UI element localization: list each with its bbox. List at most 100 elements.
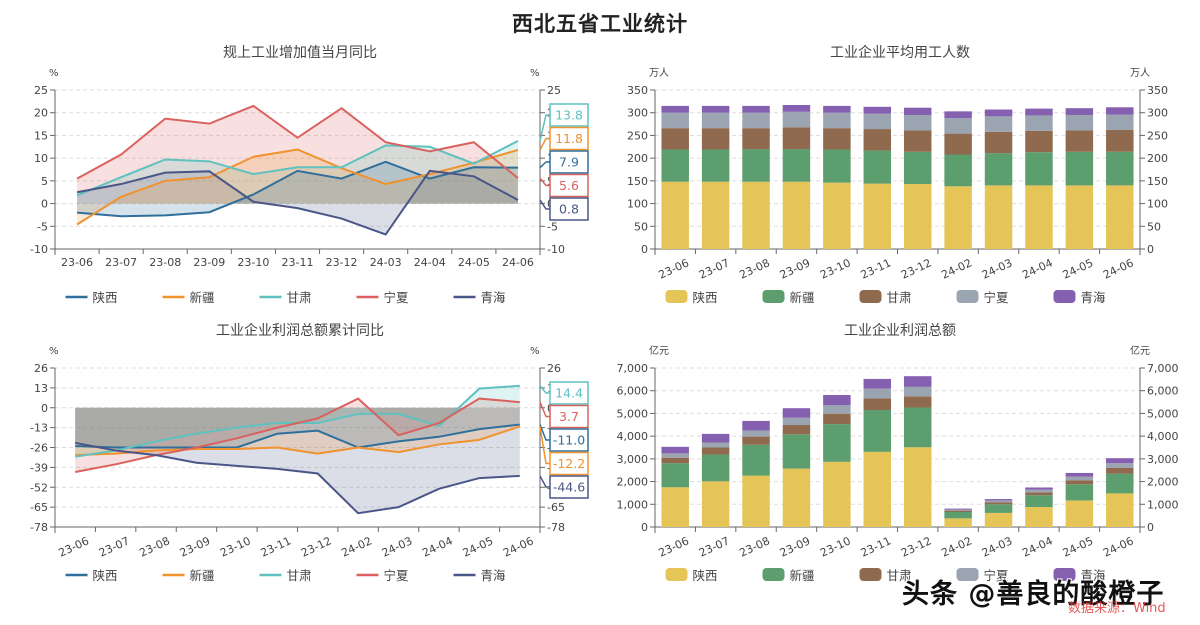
x-tick-label: 24-02 — [939, 534, 973, 559]
x-tick-label: 24-04 — [1020, 534, 1054, 559]
y-tick-label-left: -78 — [30, 521, 48, 534]
y-tick-label-right: 300 — [1147, 107, 1168, 120]
bar-宁夏 — [944, 509, 972, 511]
y-tick-label-left: -5 — [37, 220, 48, 233]
bar-宁夏 — [944, 118, 972, 134]
end-label-box — [549, 103, 589, 127]
x-tick-label: 23-12 — [326, 256, 358, 269]
bar-青海 — [944, 111, 972, 119]
y-tick-label-left: -10 — [30, 243, 48, 256]
x-tick-label: 24-05 — [1061, 256, 1095, 281]
bar-新疆 — [984, 504, 1013, 513]
bar-新疆 — [701, 454, 730, 482]
bar-青海 — [863, 106, 892, 114]
y-axis-left-unit: % — [49, 68, 59, 79]
bar-新疆 — [1065, 151, 1094, 186]
bar-宁夏 — [782, 417, 811, 426]
bar-甘肃 — [823, 128, 851, 150]
bar-陕西 — [1025, 507, 1053, 527]
y-tick-label-right: -65 — [547, 501, 565, 514]
x-tick-label: 24-03 — [380, 534, 414, 559]
bar-陕西 — [944, 518, 972, 527]
bar-新疆 — [701, 149, 730, 182]
y-tick-label-left: 25 — [34, 84, 48, 97]
y-tick-label-left: 15 — [34, 129, 48, 142]
legend-label-新疆: 新疆 — [190, 290, 215, 305]
bar-新疆 — [782, 434, 811, 469]
y-axis-right-unit: % — [530, 346, 540, 357]
y-tick-label-left: 3,000 — [617, 453, 649, 466]
x-tick-label: 24-05 — [1061, 534, 1095, 559]
bar-陕西 — [984, 185, 1013, 249]
legend-swatch-陕西 — [665, 568, 688, 581]
bar-新疆 — [661, 149, 689, 182]
bar-青海 — [701, 433, 730, 443]
bar-甘肃 — [661, 128, 689, 150]
y-tick-label-right: 7,000 — [1147, 362, 1179, 375]
y-tick-label-left: 0 — [641, 243, 648, 256]
bar-青海 — [1106, 458, 1134, 464]
data-source: 数据来源：Wind — [1068, 601, 1166, 616]
bar-宁夏 — [1025, 489, 1053, 493]
chart-title: 工业企业利润总额 — [844, 322, 956, 339]
end-label-box — [549, 404, 589, 429]
x-tick-label: 23-07 — [697, 534, 731, 559]
bar-陕西 — [742, 181, 770, 249]
line-新疆 — [76, 148, 519, 226]
bar-青海 — [984, 109, 1013, 117]
end-label-box — [549, 428, 589, 452]
x-tick-label: 23-10 — [818, 256, 852, 281]
x-tick-label: 23-08 — [737, 256, 771, 281]
bar-宁夏 — [742, 112, 770, 129]
bar-宁夏 — [1106, 114, 1134, 130]
end-label-leader — [539, 385, 550, 394]
y-tick-label-left: -39 — [30, 461, 48, 474]
x-tick-label: 23-09 — [178, 534, 212, 559]
bar-青海 — [823, 395, 851, 406]
line-青海 — [76, 169, 519, 236]
bar-青海 — [903, 376, 932, 387]
bar-新疆 — [823, 149, 851, 183]
y-axis-right-unit: 万人 — [1130, 67, 1150, 79]
bar-青海 — [701, 105, 730, 113]
y-tick-label-right: 150 — [1147, 175, 1168, 188]
x-tick-label: 23-11 — [259, 534, 293, 559]
legend-label-新疆: 新疆 — [190, 568, 215, 583]
legend-label-宁夏: 宁夏 — [984, 568, 1010, 583]
bar-甘肃 — [863, 398, 892, 411]
bar-宁夏 — [903, 386, 932, 397]
x-tick-label: 23-09 — [778, 256, 812, 281]
legend-swatch-甘肃 — [859, 290, 882, 303]
bar-甘肃 — [1025, 492, 1053, 496]
bar-新疆 — [863, 410, 892, 452]
x-tick-label: 23-08 — [137, 534, 171, 559]
y-tick-label-left: 150 — [627, 175, 648, 188]
bar-陕西 — [701, 481, 730, 527]
x-tick-label: 24-06 — [1101, 256, 1135, 281]
x-tick-label: 23-10 — [218, 534, 252, 559]
bar-宁夏 — [984, 116, 1013, 132]
x-tick-label: 23-12 — [899, 534, 933, 559]
bar-青海 — [661, 446, 689, 454]
end-label-leader — [539, 426, 550, 465]
end-label-box — [549, 475, 589, 499]
bar-宁夏 — [863, 113, 892, 130]
x-tick-label: 23-06 — [61, 256, 93, 269]
y-tick-label-right: -10 — [547, 243, 565, 256]
end-label-box — [549, 451, 589, 476]
y-tick-label-left: -26 — [30, 442, 48, 455]
bar-青海 — [903, 107, 932, 115]
line-陕西 — [76, 160, 518, 218]
y-tick-label-left: 26 — [34, 362, 48, 375]
end-label-value: 5.6 — [559, 178, 579, 193]
x-tick-label: 24-04 — [1020, 256, 1054, 281]
legend-label-陕西: 陕西 — [93, 568, 118, 583]
legend-label-宁夏: 宁夏 — [384, 290, 410, 305]
x-tick-label: 23-10 — [818, 534, 852, 559]
legend-swatch-青海 — [1053, 290, 1076, 303]
y-axis-left-unit: 亿元 — [649, 344, 669, 357]
end-label-leader — [539, 177, 550, 187]
x-tick-label: 24-02 — [939, 256, 973, 281]
bar-宁夏 — [742, 430, 770, 437]
